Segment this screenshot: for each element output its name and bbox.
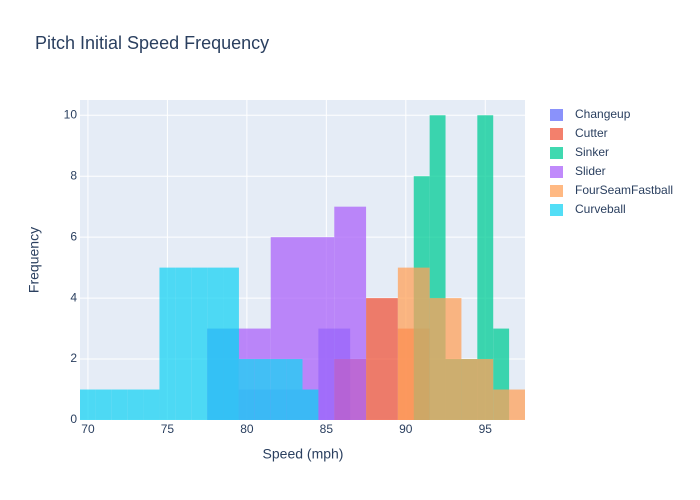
- x-tick-label: 70: [81, 422, 95, 436]
- x-tick-label: 80: [240, 422, 254, 436]
- bar: [286, 359, 303, 420]
- bar: [207, 267, 224, 420]
- bar: [127, 389, 144, 420]
- y-tick-label: 8: [70, 168, 77, 182]
- bar: [143, 389, 160, 420]
- x-tick-label: 75: [161, 422, 175, 436]
- legend-swatch: [550, 166, 563, 178]
- bar: [175, 267, 192, 420]
- legend-label: Cutter: [575, 126, 608, 140]
- bar: [95, 389, 112, 420]
- x-tick-label: 95: [479, 422, 493, 436]
- y-tick-label: 4: [70, 290, 77, 304]
- bar: [493, 389, 525, 420]
- y-axis-title: Frequency: [26, 227, 42, 293]
- legend-swatch: [550, 147, 563, 159]
- legend-swatch: [550, 109, 563, 121]
- legend-swatch: [550, 185, 563, 197]
- x-axis-title: Speed (mph): [263, 446, 344, 462]
- bar: [429, 298, 462, 420]
- bar: [159, 267, 176, 420]
- legend-swatch: [550, 128, 563, 140]
- bar: [461, 359, 494, 420]
- legend-label: Slider: [575, 164, 606, 178]
- bar: [302, 389, 319, 420]
- bar: [238, 359, 255, 420]
- legend-label: FourSeamFastball: [575, 183, 673, 197]
- bar: [80, 389, 96, 420]
- y-tick-label: 6: [70, 229, 77, 243]
- x-tick-label: 90: [399, 422, 413, 436]
- x-tick-label: 85: [320, 422, 334, 436]
- bar: [366, 298, 398, 420]
- legend-swatch: [550, 204, 563, 216]
- bar: [111, 389, 128, 420]
- chart-title: Pitch Initial Speed Frequency: [35, 33, 269, 53]
- bar: [223, 267, 239, 420]
- bar: [270, 359, 287, 420]
- legend-label: Curveball: [575, 202, 626, 216]
- y-tick-label: 0: [70, 412, 77, 426]
- legend-label: Changeup: [575, 107, 631, 121]
- bar: [477, 115, 494, 420]
- bar: [397, 267, 430, 420]
- bar: [254, 359, 271, 420]
- y-tick-label: 2: [70, 351, 77, 365]
- bar: [191, 267, 208, 420]
- bar: [334, 206, 367, 420]
- legend-label: Sinker: [575, 145, 609, 159]
- y-tick-label: 10: [64, 107, 78, 121]
